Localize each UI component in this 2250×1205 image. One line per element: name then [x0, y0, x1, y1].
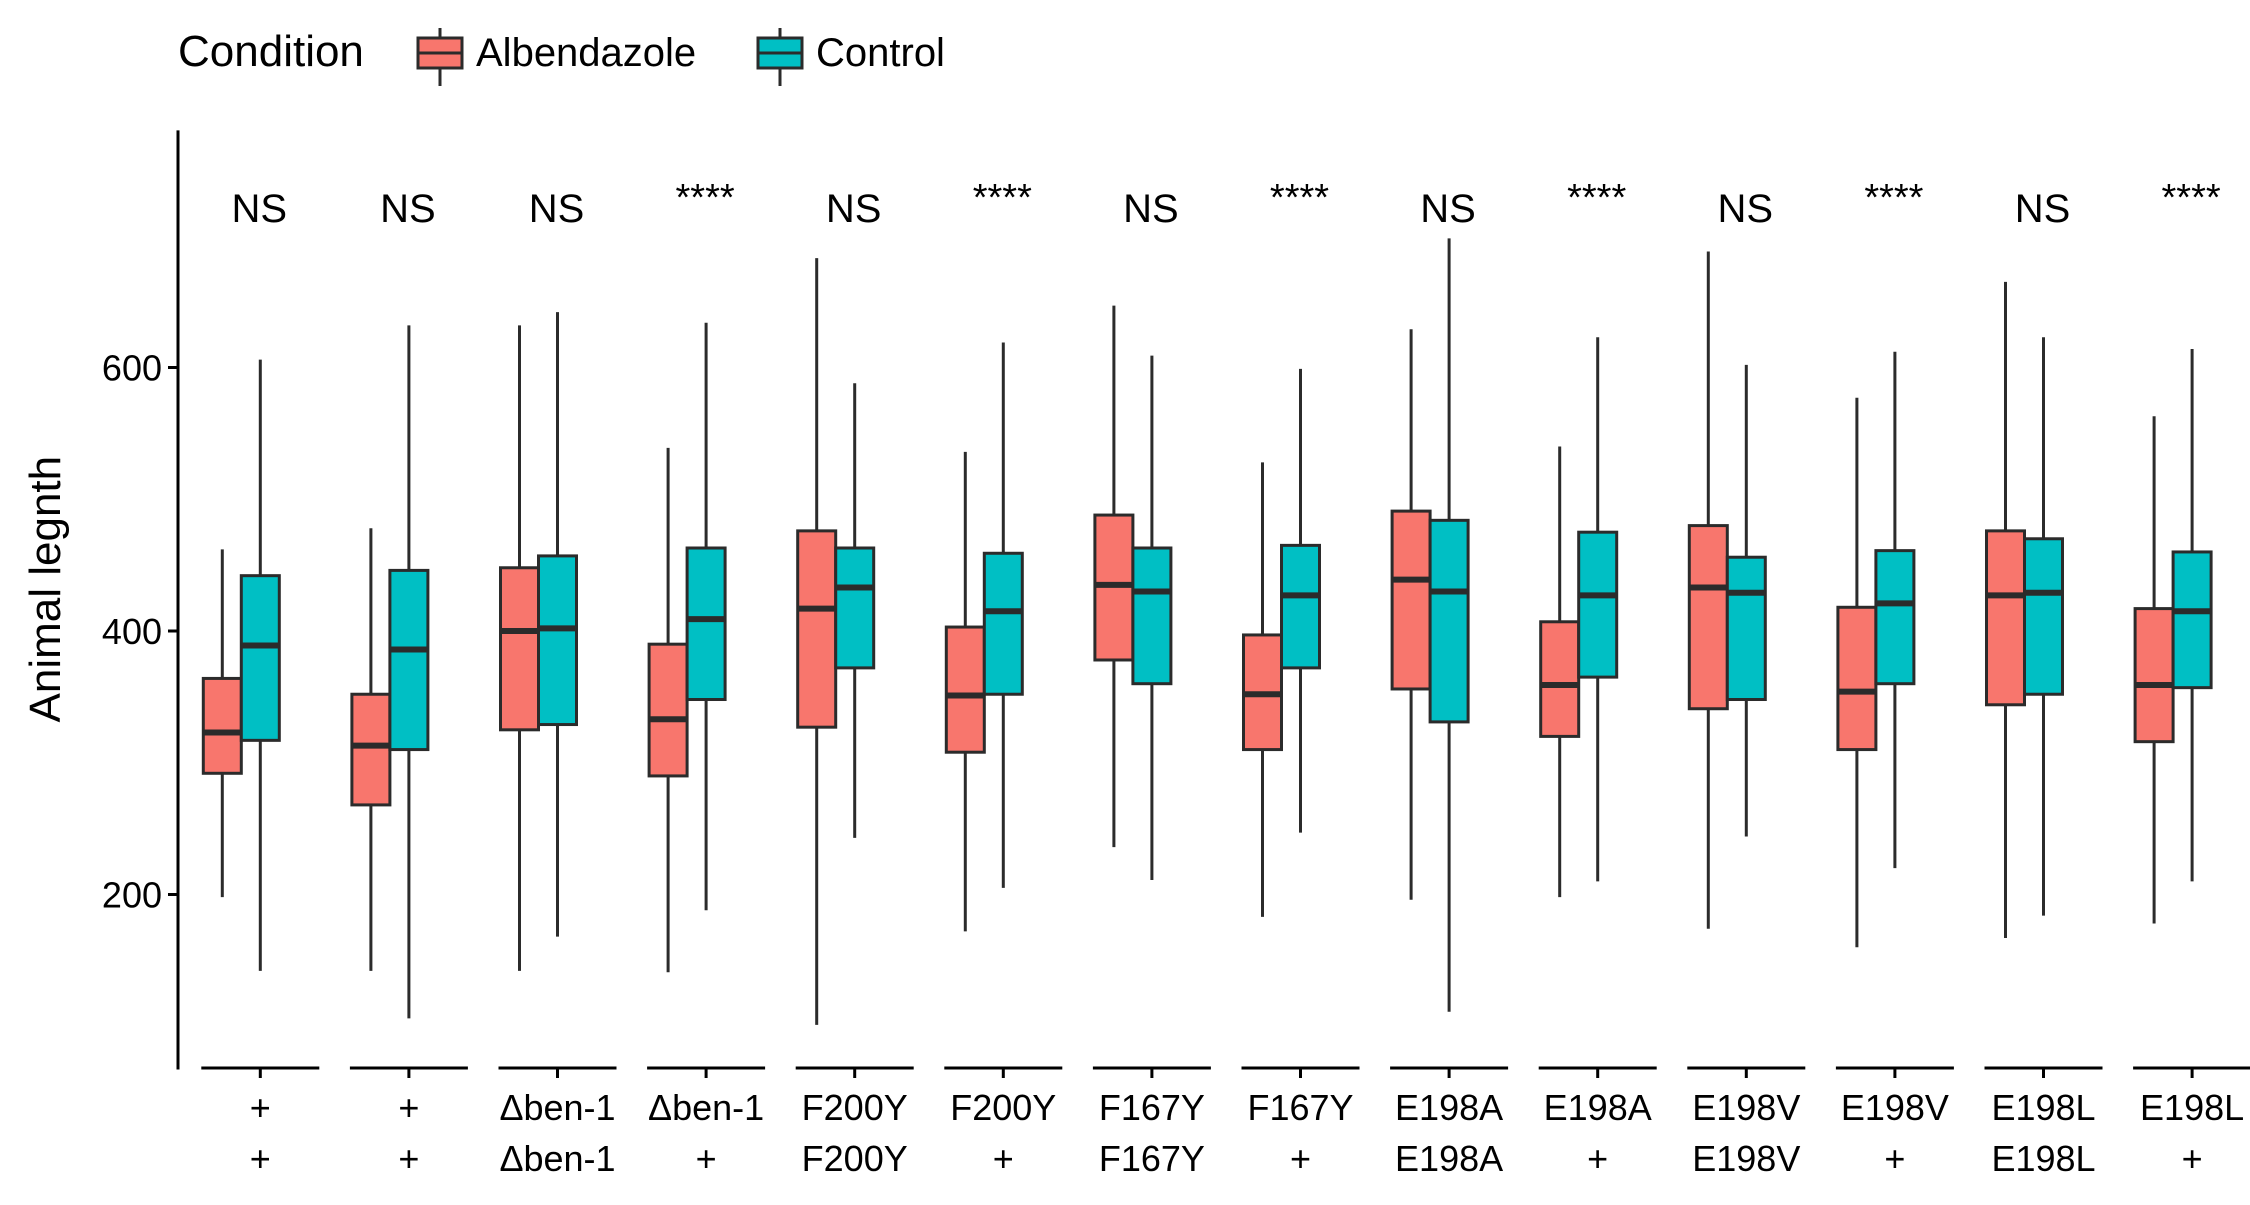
x-tick-label: F200Y [950, 1087, 1056, 1128]
x-tick-label: + [993, 1138, 1014, 1179]
legend: Condition Albendazole Control [178, 27, 945, 86]
x-tick-label: E198V [1692, 1138, 1800, 1179]
box-albendazole [944, 625, 986, 754]
significance-label: **** [676, 177, 735, 219]
box-albendazole [350, 692, 392, 807]
x-tick-label: F200Y [802, 1138, 908, 1179]
significance-label: NS [1420, 187, 1476, 231]
significance-label: NS [2015, 187, 2071, 231]
y-axis-label: Animal legnth [21, 456, 70, 723]
box-control [1874, 549, 1916, 686]
x-tick-label: E198L [2140, 1087, 2244, 1128]
box-control [1131, 546, 1173, 686]
significance-label: **** [2162, 177, 2221, 219]
significance-label: NS [380, 187, 436, 231]
x-tick-label: F200Y [802, 1087, 908, 1128]
x-tick-label: + [250, 1138, 271, 1179]
significance-label: NS [826, 187, 882, 231]
x-tick-label: + [1290, 1138, 1311, 1179]
x-tick-label: Δben-1 [648, 1087, 764, 1128]
x-tick-label: F167Y [1247, 1087, 1353, 1128]
significance-label: **** [1567, 177, 1626, 219]
box-albendazole [2133, 607, 2175, 744]
box-control [537, 554, 578, 727]
y-tick-label: 200 [102, 875, 162, 916]
x-tick-label: F167Y [1099, 1087, 1205, 1128]
box-control [1577, 530, 1619, 679]
significance-label: **** [973, 177, 1032, 219]
box-albendazole [499, 566, 540, 732]
box-control [1428, 518, 1470, 724]
x-tick-label: Δben-1 [499, 1138, 615, 1179]
box-albendazole [1539, 620, 1581, 738]
legend-albendazole-label: Albendazole [476, 31, 696, 75]
x-tick-label: + [696, 1138, 717, 1179]
y-tick-label: 400 [102, 611, 162, 652]
box-albendazole [1687, 524, 1729, 711]
significance-label: **** [1864, 177, 1923, 219]
plot-area [201, 238, 2213, 1025]
x-tick-label: + [250, 1087, 271, 1128]
legend-control-label: Control [816, 31, 945, 75]
significance-label: NS [529, 187, 585, 231]
significance-label: **** [1270, 177, 1329, 219]
y-axis: 200 400 600 Animal legnth [21, 130, 180, 1070]
box-control [982, 551, 1024, 696]
box-albendazole [1985, 529, 2026, 707]
x-axis: + + + + Δben-1 Δben-1 Δben-1 + F200Y F200Y F200Y + F… [201, 1066, 2250, 1179]
x-tick-label: F167Y [1099, 1138, 1205, 1179]
box-control [834, 546, 876, 670]
x-tick-label: E198A [1395, 1087, 1503, 1128]
box-control [2023, 537, 2064, 696]
x-tick-label: + [1884, 1138, 1905, 1179]
significance-labels: NS NS NS **** NS **** NS **** NS **** NS **** NS **** [232, 177, 2221, 231]
x-tick-label: + [1587, 1138, 1608, 1179]
x-tick-label: E198V [1692, 1087, 1800, 1128]
box-albendazole [201, 676, 243, 775]
box-control [239, 574, 281, 742]
box-control [685, 546, 727, 702]
x-tick-label: + [398, 1087, 419, 1128]
box-albendazole [647, 642, 689, 778]
box-albendazole [1836, 605, 1878, 752]
y-tick-label: 600 [102, 348, 162, 389]
x-tick-label: E198A [1395, 1138, 1503, 1179]
box-control [388, 568, 430, 752]
x-tick-label: E198L [1991, 1087, 2095, 1128]
x-tick-label: E198V [1841, 1087, 1949, 1128]
box-albendazole [1390, 509, 1432, 691]
box-control [1725, 555, 1767, 702]
significance-label: NS [232, 187, 288, 231]
x-tick-label: E198L [1991, 1138, 2095, 1179]
x-tick-label: E198A [1544, 1087, 1652, 1128]
legend-title: Condition [178, 27, 364, 76]
x-tick-label: + [398, 1138, 419, 1179]
significance-label: NS [1123, 187, 1179, 231]
box-albendazole [796, 529, 838, 729]
box-control [2171, 550, 2213, 690]
x-tick-label: + [2182, 1138, 2203, 1179]
significance-label: NS [1718, 187, 1774, 231]
x-tick-label: Δben-1 [499, 1087, 615, 1128]
box-control [1280, 543, 1321, 670]
